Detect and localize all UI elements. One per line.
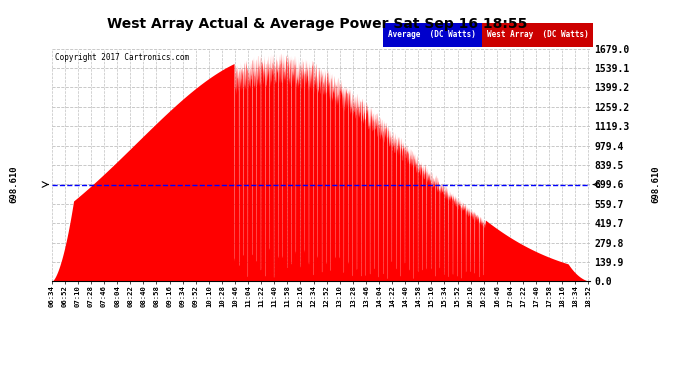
FancyBboxPatch shape <box>383 22 482 47</box>
Text: Copyright 2017 Cartronics.com: Copyright 2017 Cartronics.com <box>55 53 189 62</box>
FancyBboxPatch shape <box>482 22 593 47</box>
Text: Average  (DC Watts): Average (DC Watts) <box>388 30 476 39</box>
Text: West Array  (DC Watts): West Array (DC Watts) <box>486 30 589 39</box>
Text: 698.610: 698.610 <box>651 166 660 203</box>
Text: 698.610: 698.610 <box>9 166 19 203</box>
Text: West Array Actual & Average Power Sat Sep 16 18:55: West Array Actual & Average Power Sat Se… <box>107 17 528 31</box>
